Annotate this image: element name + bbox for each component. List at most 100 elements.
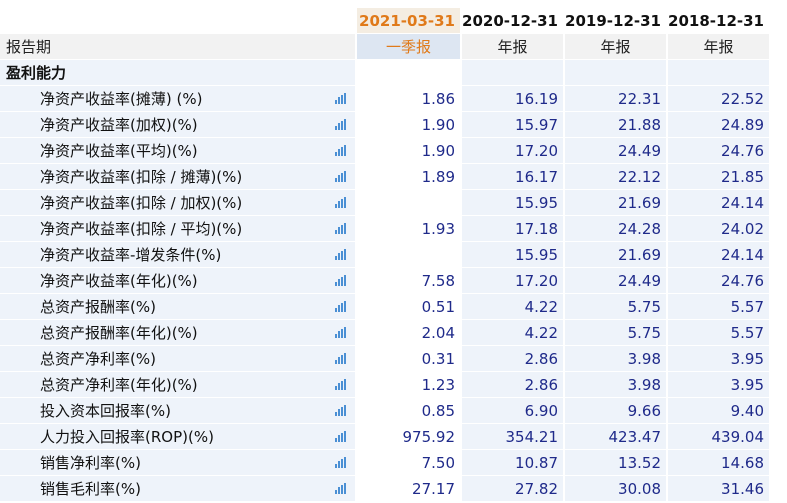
indicator-value: 423.47 (565, 424, 668, 450)
indicator-name: 投入资本回报率(%) (40, 402, 171, 420)
bar-chart-icon[interactable] (335, 457, 347, 468)
indicator-row: 净资产收益率(扣除 / 加权)(%) 15.95 21.69 24.14 (0, 190, 771, 216)
indicator-name-cell: 净资产收益率(年化)(%) (0, 268, 357, 294)
date-column-header[interactable]: 2020-12-31 (462, 8, 565, 34)
indicator-name: 净资产收益率(加权)(%) (40, 116, 198, 134)
indicator-value: 10.87 (462, 450, 565, 476)
bar-chart-icon[interactable] (335, 301, 347, 312)
indicator-value: 21.85 (668, 164, 771, 190)
bar-chart-icon[interactable] (335, 483, 347, 494)
indicator-value: 13.52 (565, 450, 668, 476)
indicator-value: 24.49 (565, 138, 668, 164)
indicator-value: 24.14 (668, 190, 771, 216)
indicator-name: 总资产报酬率(%) (40, 298, 156, 316)
indicator-name-cell: 销售毛利率(%) (0, 476, 357, 502)
indicator-value: 2.86 (462, 372, 565, 398)
indicator-value: 5.75 (565, 320, 668, 346)
bar-chart-icon[interactable] (335, 93, 347, 104)
report-type-cell: 年报 (462, 34, 565, 60)
indicator-row: 净资产收益率(扣除 / 摊薄)(%) 1.89 16.17 22.12 21.85 (0, 164, 771, 190)
indicator-value: 31.46 (668, 476, 771, 502)
indicator-value: 14.68 (668, 450, 771, 476)
bar-chart-icon[interactable] (335, 431, 347, 442)
date-header-row: 2021-03-31 2020-12-31 2019-12-31 2018-12… (0, 8, 771, 34)
date-column-header[interactable]: 2019-12-31 (565, 8, 668, 34)
indicator-value: 2.04 (357, 320, 462, 346)
indicator-name-cell: 总资产报酬率(年化)(%) (0, 320, 357, 346)
section-title: 盈利能力 (0, 60, 357, 86)
indicator-name-cell: 总资产净利率(%) (0, 346, 357, 372)
indicator-value: 24.89 (668, 112, 771, 138)
bar-chart-icon[interactable] (335, 119, 347, 130)
indicator-value: 1.93 (357, 216, 462, 242)
indicator-value: 1.86 (357, 86, 462, 112)
indicator-value: 1.90 (357, 138, 462, 164)
indicator-name-cell: 净资产收益率(扣除 / 摊薄)(%) (0, 164, 357, 190)
indicator-row: 净资产收益率(摊薄) (%) 1.86 16.19 22.31 22.52 (0, 86, 771, 112)
report-type-cell: 一季报 (357, 34, 462, 60)
indicator-value: 5.57 (668, 294, 771, 320)
bar-chart-icon[interactable] (335, 249, 347, 260)
indicator-value: 5.57 (668, 320, 771, 346)
indicator-name: 净资产收益率-增发条件(%) (40, 246, 222, 264)
bar-chart-icon[interactable] (335, 353, 347, 364)
indicator-value (357, 190, 462, 216)
bar-chart-icon[interactable] (335, 405, 347, 416)
indicator-name-cell: 净资产收益率(扣除 / 加权)(%) (0, 190, 357, 216)
report-type-cell: 年报 (565, 34, 668, 60)
indicator-name: 净资产收益率(扣除 / 平均)(%) (40, 220, 243, 238)
indicator-value: 27.82 (462, 476, 565, 502)
indicator-value: 1.89 (357, 164, 462, 190)
indicator-value: 27.17 (357, 476, 462, 502)
indicator-name-cell: 净资产收益率-增发条件(%) (0, 242, 357, 268)
indicator-value: 0.31 (357, 346, 462, 372)
indicator-value: 24.76 (668, 138, 771, 164)
indicator-value: 7.50 (357, 450, 462, 476)
indicator-name-cell: 净资产收益率(扣除 / 平均)(%) (0, 216, 357, 242)
indicator-value: 21.88 (565, 112, 668, 138)
indicator-name-cell: 销售净利率(%) (0, 450, 357, 476)
indicator-value: 1.90 (357, 112, 462, 138)
section-header-row: 盈利能力 (0, 60, 771, 86)
indicator-value: 0.51 (357, 294, 462, 320)
bar-chart-icon[interactable] (335, 275, 347, 286)
indicator-value: 3.95 (668, 372, 771, 398)
indicator-name: 销售毛利率(%) (40, 480, 141, 498)
indicator-value: 9.66 (565, 398, 668, 424)
indicator-value: 15.97 (462, 112, 565, 138)
indicator-value: 975.92 (357, 424, 462, 450)
indicator-value: 24.28 (565, 216, 668, 242)
bar-chart-icon[interactable] (335, 171, 347, 182)
indicator-row: 投入资本回报率(%) 0.85 6.90 9.66 9.40 (0, 398, 771, 424)
indicator-value: 30.08 (565, 476, 668, 502)
date-column-header[interactable]: 2021-03-31 (357, 8, 462, 34)
bar-chart-icon[interactable] (335, 197, 347, 208)
bar-chart-icon[interactable] (335, 327, 347, 338)
indicator-row: 总资产报酬率(%) 0.51 4.22 5.75 5.57 (0, 294, 771, 320)
report-period-row: 报告期 一季报 年报 年报 年报 (0, 34, 771, 60)
indicator-row: 净资产收益率(平均)(%) 1.90 17.20 24.49 24.76 (0, 138, 771, 164)
indicator-name: 净资产收益率(扣除 / 摊薄)(%) (40, 168, 243, 186)
indicator-value: 7.58 (357, 268, 462, 294)
indicator-name: 总资产净利率(%) (40, 350, 156, 368)
indicator-row: 净资产收益率(年化)(%) 7.58 17.20 24.49 24.76 (0, 268, 771, 294)
indicator-row: 人力投入回报率(ROP)(%) 975.92 354.21 423.47 439.04 (0, 424, 771, 450)
bar-chart-icon[interactable] (335, 223, 347, 234)
indicator-value: 15.95 (462, 190, 565, 216)
indicator-row: 总资产报酬率(年化)(%) 2.04 4.22 5.75 5.57 (0, 320, 771, 346)
indicator-name: 销售净利率(%) (40, 454, 141, 472)
section-fill (668, 60, 771, 86)
indicator-value: 22.52 (668, 86, 771, 112)
indicator-name: 净资产收益率(扣除 / 加权)(%) (40, 194, 243, 212)
indicator-row: 销售净利率(%) 7.50 10.87 13.52 14.68 (0, 450, 771, 476)
indicator-name-cell: 投入资本回报率(%) (0, 398, 357, 424)
bar-chart-icon[interactable] (335, 145, 347, 156)
indicator-value: 439.04 (668, 424, 771, 450)
date-column-header[interactable]: 2018-12-31 (668, 8, 771, 34)
indicator-name: 净资产收益率(平均)(%) (40, 142, 198, 160)
section-fill (565, 60, 668, 86)
indicator-value: 24.76 (668, 268, 771, 294)
indicator-value: 24.14 (668, 242, 771, 268)
indicator-value: 16.19 (462, 86, 565, 112)
bar-chart-icon[interactable] (335, 379, 347, 390)
